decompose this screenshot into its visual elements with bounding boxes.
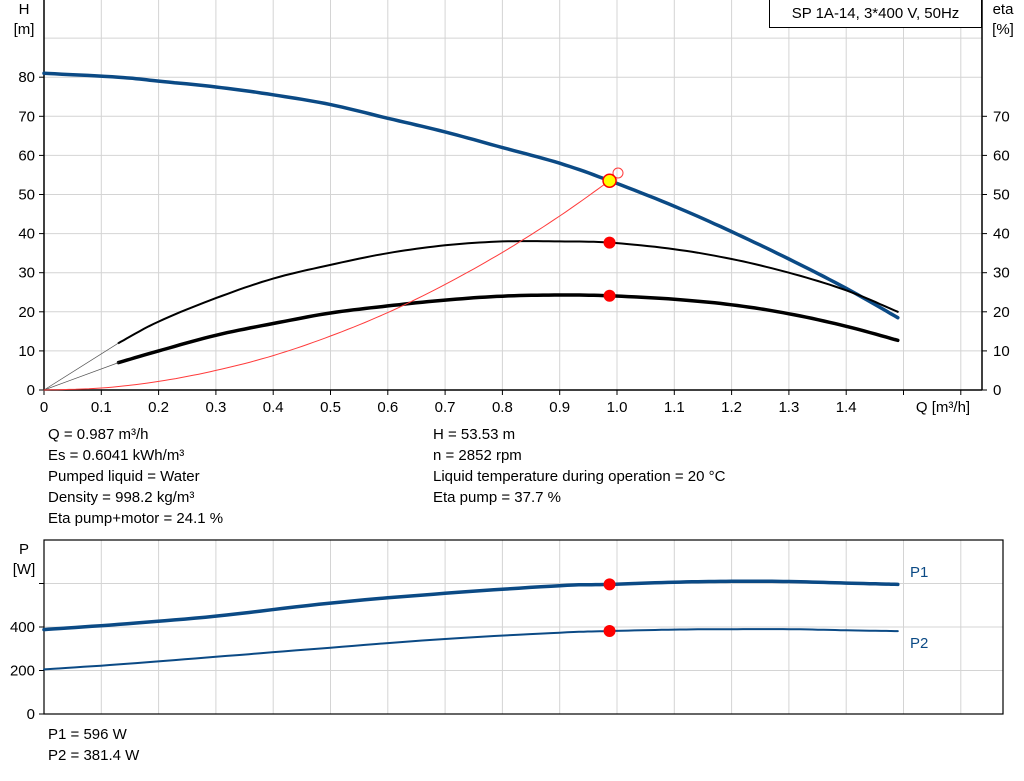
x-tick-label: 1.2 xyxy=(721,399,742,416)
info-h: H = 53.53 m xyxy=(433,426,516,443)
info-es: Es = 0.6041 kWh/m³ xyxy=(48,447,185,464)
y2-tick-label: 50 xyxy=(993,187,1010,204)
curve-system xyxy=(43,180,611,391)
x-tick-label: 1.3 xyxy=(778,399,799,416)
y2-tick-label: 0 xyxy=(993,382,1001,399)
info-temp: Liquid temperature during operation = 20… xyxy=(433,468,726,485)
info-eta-pump: Eta pump = 37.7 % xyxy=(433,489,561,506)
info-q: Q = 0.987 m³/h xyxy=(48,426,149,443)
y-tick-label: 0 xyxy=(27,382,35,399)
info-left: Q = 0.987 m³/h Es = 0.6041 kWh/m³ Pumped… xyxy=(48,424,223,529)
x-tick-label: 0.4 xyxy=(263,399,284,416)
x-tick-label: 0.1 xyxy=(91,399,112,416)
curve-p2 xyxy=(43,628,899,671)
info-right: H = 53.53 m n = 2852 rpm Liquid temperat… xyxy=(433,424,725,508)
eta-pump-motor-duty-marker xyxy=(603,289,616,302)
y-axis-label: H xyxy=(19,1,30,18)
info-p1: P1 = 596 W xyxy=(48,726,127,743)
y2-tick-label: 20 xyxy=(993,304,1010,321)
y-tick-label: 20 xyxy=(18,304,35,321)
y-tick-label: 70 xyxy=(18,108,35,125)
series-label-p2: P2 xyxy=(910,635,928,652)
info-density: Density = 998.2 kg/m³ xyxy=(48,489,195,506)
x-tick-label: 0.9 xyxy=(549,399,570,416)
x-tick-label: 0.6 xyxy=(377,399,398,416)
info-p2: P2 = 381.4 W xyxy=(48,747,140,764)
y-tick-label: 0 xyxy=(27,706,35,723)
curve-head xyxy=(42,71,900,320)
y-tick-label: 40 xyxy=(18,226,35,243)
y2-axis-label: eta xyxy=(993,1,1015,18)
x-tick-label: 1.0 xyxy=(607,399,628,416)
y-tick-label: 80 xyxy=(18,69,35,86)
curve-p1 xyxy=(42,579,900,632)
y2-tick-label: 10 xyxy=(993,343,1010,360)
curve-eta_pump_motor xyxy=(116,293,900,365)
chart-title: SP 1A-14, 3*400 V, 50Hz xyxy=(769,0,982,28)
performance-chart: 0 10 20 30 40 50 60 70 80 0 10 20 30 40 50 60 70 0 0.1 0.2 0… xyxy=(14,0,1015,416)
y-tick-label: 60 xyxy=(18,147,35,164)
series-label-p1: P1 xyxy=(910,564,928,581)
plot-frame xyxy=(43,539,1004,715)
duty-point-marker xyxy=(602,173,617,188)
x-tick-label: 0.5 xyxy=(320,399,341,416)
y-tick-label: 30 xyxy=(18,265,35,282)
p1-duty-marker xyxy=(603,578,616,591)
x-tick-label: 0.3 xyxy=(205,399,226,416)
x-tick-label: 1.1 xyxy=(664,399,685,416)
curve-eta_pump_motor-extension xyxy=(43,362,119,391)
y2-tick-label: 40 xyxy=(993,226,1010,243)
x-tick-label: 0.2 xyxy=(148,399,169,416)
y-axis-unit: [W] xyxy=(13,561,36,578)
y-axis-unit: [m] xyxy=(14,21,35,38)
y-tick-label: 10 xyxy=(18,343,35,360)
curve-eta_pump xyxy=(117,240,899,345)
y-tick-label: 200 xyxy=(10,663,35,680)
x-tick-label: 0.7 xyxy=(435,399,456,416)
y-axis-label: P xyxy=(19,541,29,558)
x-tick-label: 0 xyxy=(40,399,48,416)
x-axis-label: Q [m³/h] xyxy=(916,399,970,416)
y2-tick-label: 70 xyxy=(993,108,1010,125)
p2-duty-marker xyxy=(603,625,616,638)
info-eta-pump-motor: Eta pump+motor = 24.1 % xyxy=(48,510,224,527)
y2-tick-label: 30 xyxy=(993,265,1010,282)
power-info: P1 = 596 W P2 = 381.4 W xyxy=(48,724,139,766)
requested-point-marker xyxy=(612,167,624,179)
y2-tick-label: 60 xyxy=(993,147,1010,164)
info-n: n = 2852 rpm xyxy=(433,447,522,464)
curve-eta_pump-extension xyxy=(43,342,119,391)
x-tick-label: 0.8 xyxy=(492,399,513,416)
eta-pump-duty-marker xyxy=(603,236,616,249)
y-tick-label: 50 xyxy=(18,187,35,204)
y-tick-label: 400 xyxy=(10,619,35,636)
x-tick-label: 1.4 xyxy=(836,399,857,416)
info-liquid: Pumped liquid = Water xyxy=(48,468,200,485)
y2-axis-unit: [%] xyxy=(992,21,1014,38)
